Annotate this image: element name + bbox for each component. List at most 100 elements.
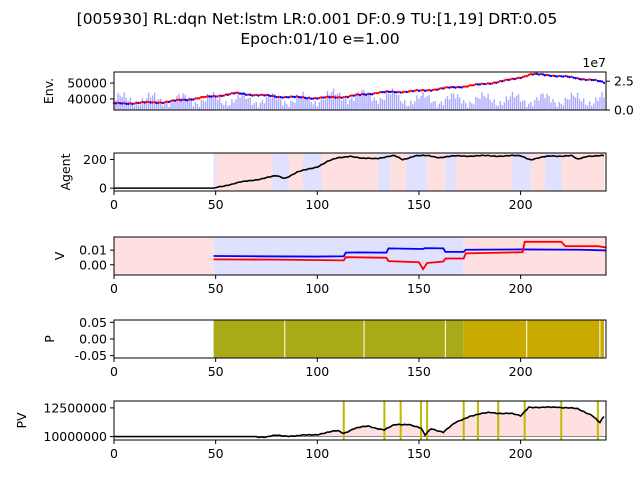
- action-band: [313, 153, 316, 191]
- action-band: [266, 153, 269, 191]
- price-point: [537, 73, 541, 76]
- price-point: [598, 80, 602, 83]
- action-band: [429, 153, 432, 191]
- price-point: [269, 94, 272, 98]
- action-band: [437, 153, 440, 191]
- price-point: [277, 95, 280, 99]
- action-band: [561, 153, 564, 191]
- price-point: [163, 101, 167, 104]
- price-point: [228, 92, 232, 96]
- price-point: [147, 100, 150, 103]
- price-point: [200, 95, 203, 99]
- action-band: [449, 153, 452, 191]
- action-band: [506, 153, 509, 191]
- price-point: [161, 101, 164, 105]
- price-point: [399, 91, 402, 94]
- price-point: [442, 87, 445, 90]
- action-band: [353, 153, 357, 191]
- action-band: [412, 153, 416, 191]
- action-band: [235, 153, 239, 191]
- price-point: [517, 76, 520, 79]
- action-band: [349, 153, 353, 191]
- action-band: [463, 153, 467, 191]
- action-band: [553, 153, 556, 191]
- price-point: [511, 77, 514, 80]
- price-point: [334, 96, 337, 99]
- action-band: [475, 153, 479, 191]
- price-point: [497, 80, 500, 84]
- policy-fill-early: [213, 320, 464, 358]
- price-point: [151, 101, 154, 104]
- action-band: [595, 153, 599, 191]
- action-band: [258, 153, 261, 191]
- price-point: [249, 93, 252, 96]
- price-point: [214, 95, 217, 98]
- price-point: [263, 94, 266, 97]
- right-axis-offset: 1e7: [582, 55, 606, 70]
- action-band: [500, 153, 503, 191]
- action-band: [457, 153, 460, 191]
- action-band: [250, 153, 253, 191]
- price-point: [527, 73, 530, 77]
- action-band: [254, 153, 257, 191]
- y-tick-label: 0.05: [79, 315, 107, 330]
- action-band: [559, 153, 562, 191]
- action-band: [512, 153, 515, 191]
- action-band: [268, 153, 271, 191]
- price-point: [505, 78, 508, 81]
- action-band: [323, 153, 326, 191]
- x-tick-label: 200: [509, 446, 533, 461]
- price-point: [395, 91, 398, 94]
- x-tick-label: 200: [509, 364, 533, 379]
- action-band: [272, 153, 275, 191]
- price-point: [301, 95, 305, 99]
- price-point: [434, 88, 437, 91]
- price-point: [592, 78, 596, 82]
- action-band: [337, 153, 340, 191]
- x-tick-label: 150: [407, 281, 431, 296]
- action-band: [591, 153, 595, 191]
- price-point: [454, 86, 457, 89]
- price-point: [324, 96, 327, 99]
- price-point: [387, 90, 390, 93]
- action-band: [248, 153, 251, 191]
- price-point: [295, 95, 299, 98]
- price-point: [541, 73, 545, 76]
- action-band: [589, 153, 593, 191]
- action-band: [280, 153, 284, 191]
- action-band: [333, 153, 336, 191]
- action-band: [380, 153, 383, 191]
- price-point: [466, 85, 469, 88]
- action-band: [451, 153, 454, 191]
- price-point: [305, 97, 309, 100]
- action-band: [538, 153, 542, 191]
- price-point: [450, 85, 453, 89]
- price-point: [590, 78, 593, 82]
- price-point: [582, 77, 585, 81]
- price-point: [135, 101, 138, 104]
- action-band: [488, 153, 491, 191]
- action-band: [534, 153, 538, 191]
- price-point: [192, 98, 195, 101]
- price-point: [232, 92, 236, 95]
- price-point: [377, 91, 380, 95]
- y-tick-label: 0.00: [79, 257, 107, 272]
- action-band: [441, 153, 444, 191]
- price-point: [556, 75, 559, 78]
- action-band: [492, 153, 495, 191]
- action-band: [390, 153, 393, 191]
- price-point: [507, 78, 510, 82]
- action-band: [526, 153, 530, 191]
- x-tick-label: 100: [305, 197, 329, 212]
- action-band: [231, 153, 235, 191]
- action-band: [542, 153, 546, 191]
- price-point: [318, 96, 321, 100]
- action-band: [404, 153, 408, 191]
- action-band: [469, 153, 473, 191]
- price-point: [539, 72, 543, 76]
- price-point: [271, 94, 274, 98]
- price-point: [570, 75, 573, 78]
- price-point: [129, 102, 132, 105]
- plot-frame: [113, 400, 607, 441]
- price-point: [413, 89, 417, 92]
